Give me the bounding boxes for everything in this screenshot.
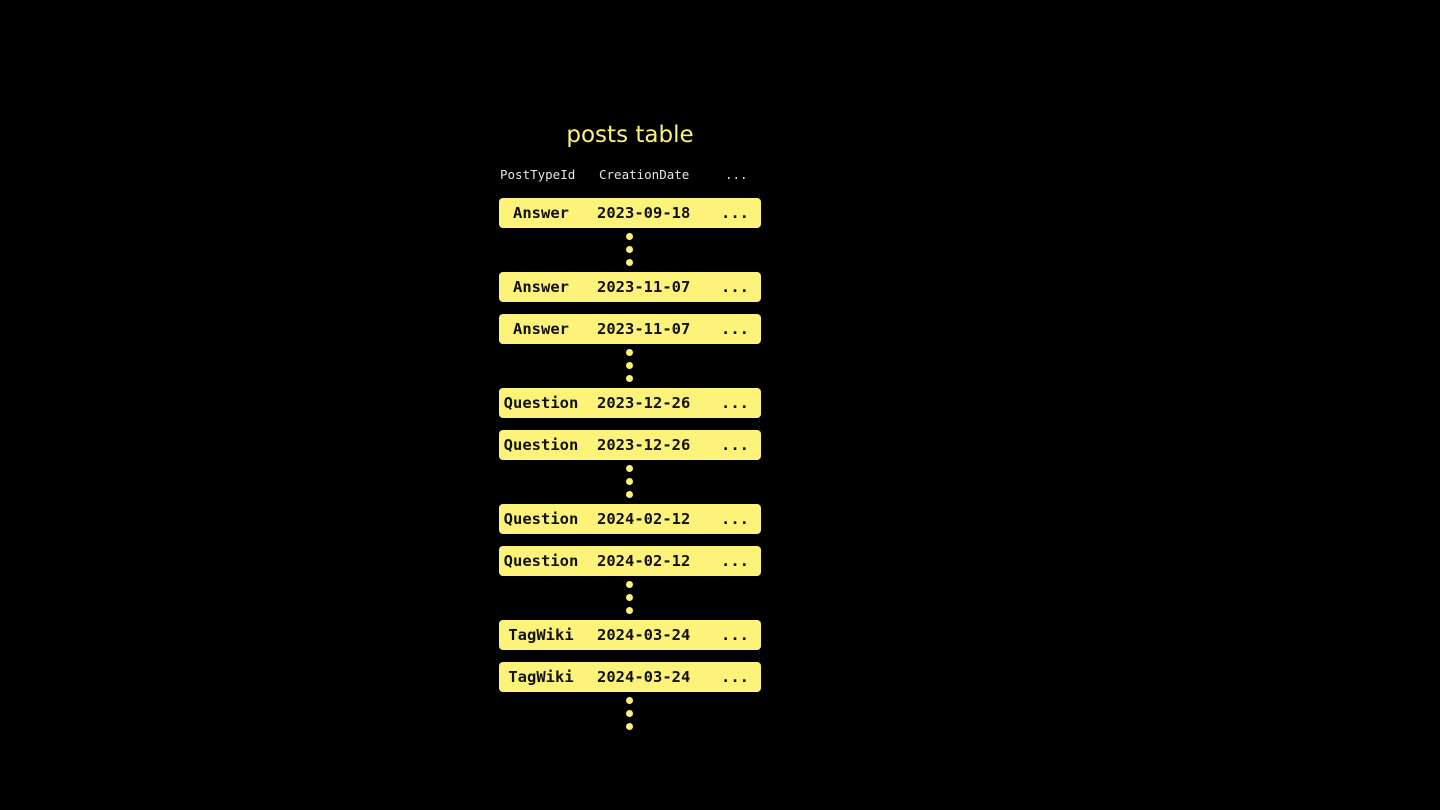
post-type-cell: Question	[503, 436, 579, 454]
creation-date-cell: 2024-02-12	[597, 510, 691, 528]
more-cell: ...	[721, 552, 749, 570]
post-type-cell: TagWiki	[508, 626, 574, 644]
table-row: Answer 2023-11-07...	[499, 314, 761, 344]
dot	[626, 697, 633, 704]
dot	[626, 233, 633, 240]
column-header-posttypeid: PostTypeId	[500, 167, 576, 182]
post-type-cell: Answer	[513, 320, 569, 338]
dot	[626, 581, 633, 588]
creation-date-cell: 2023-12-26	[597, 436, 691, 454]
post-type-cell: Answer	[513, 204, 569, 222]
post-type-cell: Answer	[513, 278, 569, 296]
dot	[626, 465, 633, 472]
post-type-cell: Question	[503, 394, 579, 412]
dot	[626, 362, 633, 369]
more-cell: ...	[721, 320, 749, 338]
posts-table-rows: Answer 2023-09-18... Answer 2023-11-07... An…	[499, 198, 761, 736]
dot	[626, 259, 633, 266]
table-row: TagWiki 2024-03-24...	[499, 620, 761, 650]
diagram-title: posts table	[566, 122, 694, 148]
omitted-rows-ellipsis	[499, 576, 761, 620]
omitted-rows-ellipsis	[499, 228, 761, 272]
table-row: Question 2023-12-26...	[499, 430, 761, 460]
post-type-cell: Question	[503, 552, 579, 570]
dot	[626, 710, 633, 717]
dot	[626, 607, 633, 614]
table-row: Answer 2023-09-18...	[499, 198, 761, 228]
column-headers: PostTypeId CreationDate ...	[499, 167, 761, 185]
more-cell: ...	[721, 668, 749, 686]
table-row: Question 2023-12-26...	[499, 388, 761, 418]
creation-date-cell: 2023-11-07	[597, 320, 691, 338]
creation-date-cell: 2023-11-07	[597, 278, 691, 296]
creation-date-cell: 2023-12-26	[597, 394, 691, 412]
table-row: TagWiki 2024-03-24...	[499, 662, 761, 692]
column-header-creationdate: CreationDate	[599, 167, 690, 182]
post-type-cell: Question	[503, 510, 579, 528]
creation-date-cell: 2024-03-24	[597, 668, 691, 686]
more-cell: ...	[721, 278, 749, 296]
dot	[626, 349, 633, 356]
dot	[626, 594, 633, 601]
more-cell: ...	[721, 394, 749, 412]
table-row: Answer 2023-11-07...	[499, 272, 761, 302]
dot	[626, 491, 633, 498]
dot	[626, 375, 633, 382]
creation-date-cell: 2024-02-12	[597, 552, 691, 570]
dot	[626, 478, 633, 485]
table-row: Question 2024-02-12...	[499, 504, 761, 534]
creation-date-cell: 2023-09-18	[597, 204, 691, 222]
omitted-rows-ellipsis	[499, 460, 761, 504]
more-cell: ...	[721, 436, 749, 454]
creation-date-cell: 2024-03-24	[597, 626, 691, 644]
post-type-cell: TagWiki	[508, 668, 574, 686]
column-header-more: ...	[725, 167, 748, 182]
more-cell: ...	[721, 626, 749, 644]
dot	[626, 723, 633, 730]
omitted-rows-ellipsis	[499, 692, 761, 736]
table-row: Question 2024-02-12...	[499, 546, 761, 576]
more-cell: ...	[721, 510, 749, 528]
dot	[626, 246, 633, 253]
omitted-rows-ellipsis	[499, 344, 761, 388]
more-cell: ...	[721, 204, 749, 222]
